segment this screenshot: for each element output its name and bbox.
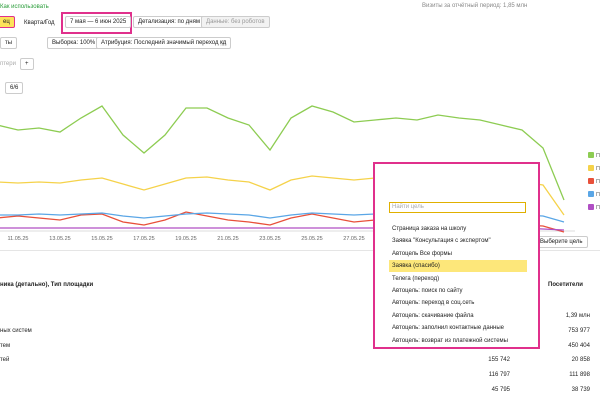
goal-button[interactable]: Выберите цель: [535, 236, 588, 248]
filter-label: птери: [0, 61, 16, 67]
table-value: 450 404: [568, 343, 590, 349]
help-link[interactable]: Как использовать: [0, 4, 49, 10]
table-header: ника (детально), Тип площадки: [0, 282, 94, 288]
legend-label[interactable]: П: [596, 166, 600, 172]
table-label: тей: [0, 357, 10, 363]
table-label: ных систем: [0, 328, 32, 334]
table-value: 753 977: [568, 328, 590, 334]
goal-item[interactable]: Страница заказа на школу: [392, 226, 467, 232]
x-tick-label: 11.05.25: [7, 236, 28, 242]
legend-label[interactable]: П: [596, 205, 600, 211]
visitors-header: Посетители: [548, 282, 583, 288]
table-value: 45 795: [491, 387, 510, 393]
goal-item[interactable]: Автоцель: поиск по сайту: [392, 288, 463, 294]
x-tick-label: 19.05.25: [175, 236, 196, 242]
x-tick-label: 25.05.25: [301, 236, 322, 242]
x-tick-label: 17.05.25: [133, 236, 154, 242]
tab[interactable]: Год: [45, 20, 55, 26]
legend-swatch: [588, 152, 594, 158]
table-value: 155 742: [488, 357, 510, 363]
goal-item[interactable]: Автоцель: скачивание файла: [392, 312, 474, 319]
goal-item[interactable]: Заявка "Консультация с экспертом": [392, 238, 491, 245]
legend-swatch: [588, 204, 594, 210]
tab[interactable]: Квартал: [24, 20, 47, 26]
legend-swatch: [588, 191, 594, 197]
legend-swatch: [588, 178, 594, 184]
x-tick-label: 21.05.25: [217, 236, 238, 242]
table-value: 38 739: [571, 387, 590, 393]
legend-label[interactable]: П: [596, 179, 600, 185]
x-tick-label: 15.05.25: [91, 236, 112, 242]
table-value: 1,39 млн: [565, 313, 590, 319]
legend-label[interactable]: П: [596, 153, 600, 159]
goal-item[interactable]: Автоцель: заполнил контактные данные: [392, 325, 504, 332]
legend-swatch: [588, 165, 594, 171]
goal-item[interactable]: Автоцель: переход в соц.сеть: [392, 300, 475, 307]
legend-label[interactable]: П: [596, 192, 600, 198]
badge: кд: [220, 40, 227, 46]
add-filter[interactable]: +: [20, 58, 34, 70]
visits-total: Визиты за отчётный период: 1,85 млн: [422, 3, 528, 9]
table-value: 111 898: [569, 372, 590, 378]
table-label: тем: [0, 343, 11, 349]
attribution[interactable]: Атрибуция: Последний значимый переход кд: [96, 37, 232, 49]
x-tick-label: 13.05.25: [49, 236, 70, 242]
goal-item[interactable]: Автоцель Все формы: [392, 250, 452, 257]
attribution-text: Атрибуция: Последний значимый переход: [101, 40, 219, 46]
goal-search[interactable]: Найти цель: [389, 202, 526, 213]
date-range[interactable]: 7 мая — 6 июн 2025: [65, 16, 132, 28]
segment[interactable]: ты: [0, 37, 18, 49]
goal-item[interactable]: Телега (переход): [392, 275, 440, 282]
x-tick-label: 23.05.25: [259, 236, 280, 242]
x-tick-label: 27.05.25: [343, 236, 364, 242]
goal-item[interactable]: Автоцель: возврат из платежной системы: [392, 337, 508, 344]
tab[interactable]: ец: [0, 16, 15, 28]
series-picker[interactable]: 6/6: [5, 82, 24, 94]
robots[interactable]: Данные: без роботов: [201, 16, 270, 28]
goal-item[interactable]: Заявка (спасибо): [389, 260, 527, 273]
goal-popup: Найти цель Страница заказа на школу Заявк…: [373, 162, 540, 349]
detail[interactable]: Детализация: по дням: [133, 16, 205, 28]
table-value: 20 858: [571, 357, 590, 363]
line: [0, 105, 565, 201]
sample[interactable]: Выборка: 100%: [47, 37, 101, 49]
table-value: 116 797: [488, 372, 510, 378]
